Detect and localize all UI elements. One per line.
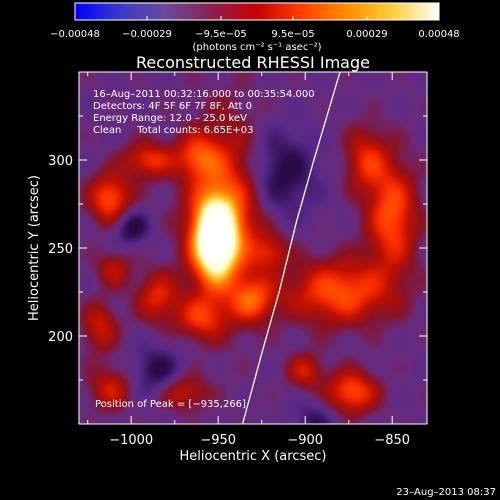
colorbar-ticks: −0.00048 −0.00029 −9.5e−05 9.5e−05 0.00029 0.…	[50, 16, 460, 40]
colorbar-units-label: (photons cm⁻² s⁻¹ asec⁻²)	[192, 42, 321, 53]
solar-limb-curve	[241, 72, 341, 424]
annotation-block: 16–Aug–2011 00:32:16.000 to 00:35:54.000…	[93, 89, 315, 136]
colorbar-tick-label: 0.00048	[418, 29, 459, 40]
annotation-time-range: 16–Aug–2011 00:32:16.000 to 00:35:54.000	[93, 89, 315, 100]
annotation-energy-range: Energy Range: 12.0 – 25.0 keV	[93, 113, 247, 124]
y-tick-label: 300	[48, 154, 73, 169]
x-tick-label: −950	[200, 433, 236, 448]
x-tick-label: −900	[287, 433, 323, 448]
colorbar-tick-label: −0.00029	[122, 29, 172, 40]
y-tick-label: 250	[48, 242, 73, 257]
x-axis-label: Heliocentric X (arcsec)	[180, 449, 327, 464]
timestamp: 23–Aug–2013 08:37	[396, 487, 496, 498]
colorbar-tick-label: 9.5e−05	[271, 29, 314, 40]
colorbar-tick-label: −9.5e−05	[195, 29, 247, 40]
axis-ticks: −1000 −950 −900 −850 200 250 300	[48, 71, 427, 448]
y-tick-label: 200	[48, 330, 73, 345]
colorbar-gradient	[74, 2, 440, 21]
chart-title: Reconstructed RHESSI Image	[136, 53, 370, 72]
x-tick-label: −1000	[109, 433, 153, 448]
annotation-detectors: Detectors: 4F 5F 6F 7F 8F, Att 0	[93, 101, 252, 112]
colorbar-tick-label: −0.00048	[50, 29, 100, 40]
y-axis-label: Heliocentric Y (arcsec)	[27, 175, 42, 321]
colorbar: −0.00048 −0.00029 −9.5e−05 9.5e−05 0.00029 0.…	[50, 2, 460, 53]
x-tick-label: −850	[374, 433, 410, 448]
heatmap-image	[79, 72, 427, 424]
plot-area: −1000 −950 −900 −850 200 250 300	[48, 71, 428, 448]
colorbar-tick-label: 0.00029	[346, 29, 387, 40]
peak-position-label: Position of Peak = [−935,266]	[95, 399, 246, 410]
annotation-clean-counts: Clean Total counts: 6.65E+03	[93, 125, 253, 136]
